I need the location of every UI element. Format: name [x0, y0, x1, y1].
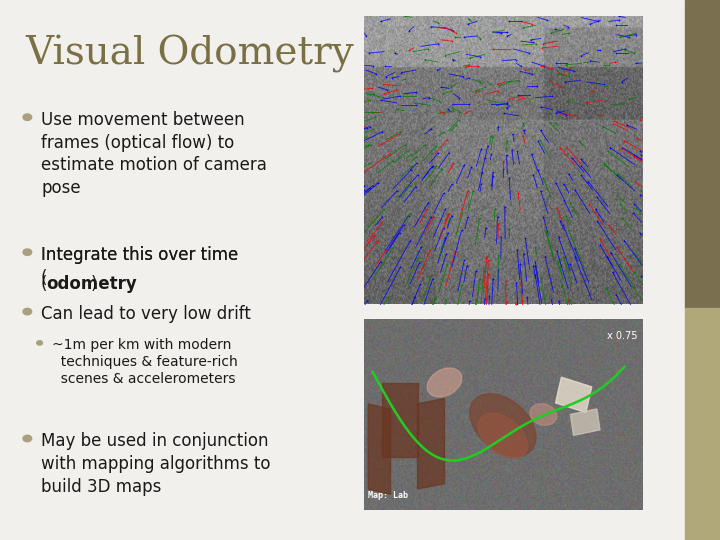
- Text: x 0.75: x 0.75: [607, 332, 638, 341]
- Bar: [685, 0, 720, 308]
- Text: Can lead to very low drift: Can lead to very low drift: [41, 305, 251, 323]
- Polygon shape: [382, 382, 418, 457]
- Bar: [570, 409, 600, 435]
- Text: Integrate this over time
(: Integrate this over time (: [41, 246, 238, 287]
- Bar: [556, 377, 592, 413]
- Circle shape: [23, 435, 32, 442]
- Text: ): ): [91, 275, 97, 293]
- Text: (: (: [41, 275, 48, 293]
- Circle shape: [37, 341, 42, 345]
- Polygon shape: [368, 404, 390, 494]
- Circle shape: [23, 249, 32, 255]
- Text: Use movement between
frames (optical flow) to
estimate motion of camera
pose: Use movement between frames (optical flo…: [41, 111, 267, 198]
- Text: Visual Odometry: Visual Odometry: [25, 35, 354, 73]
- Polygon shape: [418, 399, 444, 489]
- Ellipse shape: [470, 394, 536, 456]
- Circle shape: [23, 114, 32, 120]
- Text: Integrate this over time
(: Integrate this over time (: [41, 246, 238, 287]
- Text: Map: Lab: Map: Lab: [368, 491, 408, 500]
- Ellipse shape: [478, 413, 528, 458]
- Text: Integrate this over time: Integrate this over time: [41, 246, 238, 264]
- Circle shape: [23, 308, 32, 315]
- Text: May be used in conjunction
with mapping algorithms to
build 3D maps: May be used in conjunction with mapping …: [41, 432, 271, 496]
- Bar: [685, 308, 720, 540]
- Text: odometry: odometry: [46, 275, 137, 293]
- Text: ~1m per km with modern
  techniques & feature-rich
  scenes & accelerometers: ~1m per km with modern techniques & feat…: [52, 338, 238, 386]
- Ellipse shape: [427, 368, 462, 397]
- Bar: [364, 16, 642, 86]
- Ellipse shape: [530, 403, 557, 426]
